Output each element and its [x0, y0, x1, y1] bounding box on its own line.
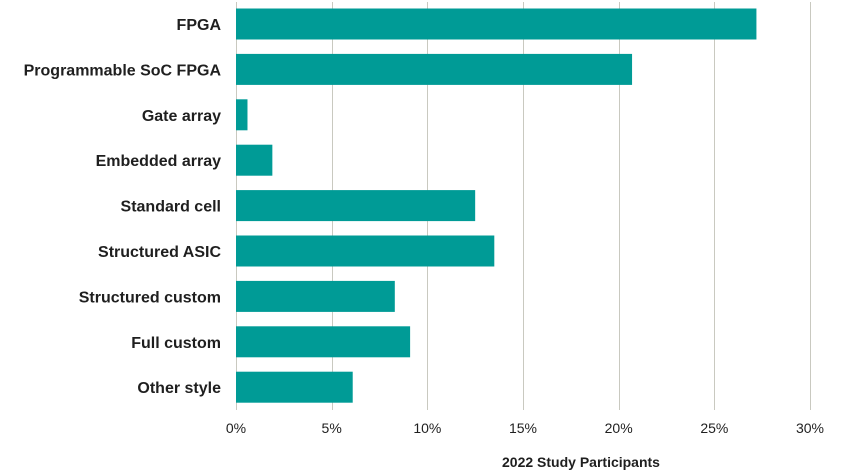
bar — [236, 280, 395, 312]
bars — [236, 8, 757, 403]
category-label: Programmable SoC FPGA — [24, 62, 222, 79]
bar — [236, 190, 476, 222]
bar — [236, 144, 273, 176]
x-axis-title: 2022 Study Participants — [502, 454, 660, 470]
x-tick-label: 5% — [322, 420, 342, 436]
x-tick-label: 15% — [509, 420, 537, 436]
category-label: Embedded array — [96, 153, 221, 170]
bar — [236, 326, 411, 358]
x-tick-label: 10% — [413, 420, 441, 436]
category-label: Structured custom — [79, 289, 221, 306]
category-label: Gate array — [142, 108, 221, 125]
category-label: Structured ASIC — [98, 244, 221, 261]
bar — [236, 99, 248, 131]
category-label: Full custom — [131, 335, 221, 352]
x-tick-label: 30% — [796, 420, 824, 436]
category-labels: FPGA Programmable SoC FPGA Gate array Embed… — [24, 17, 222, 397]
category-label: FPGA — [177, 17, 222, 34]
x-tick-labels: 0% 5% 10% 15% 20% 25% 30% — [226, 420, 824, 436]
x-tick-label: 0% — [226, 420, 246, 436]
category-label: Standard cell — [121, 199, 221, 216]
bar — [236, 8, 757, 40]
bar — [236, 235, 495, 267]
x-tick-label: 25% — [700, 420, 728, 436]
category-label: Other style — [137, 380, 221, 397]
x-tick-label: 20% — [605, 420, 633, 436]
bar — [236, 53, 633, 85]
bar — [236, 371, 353, 403]
